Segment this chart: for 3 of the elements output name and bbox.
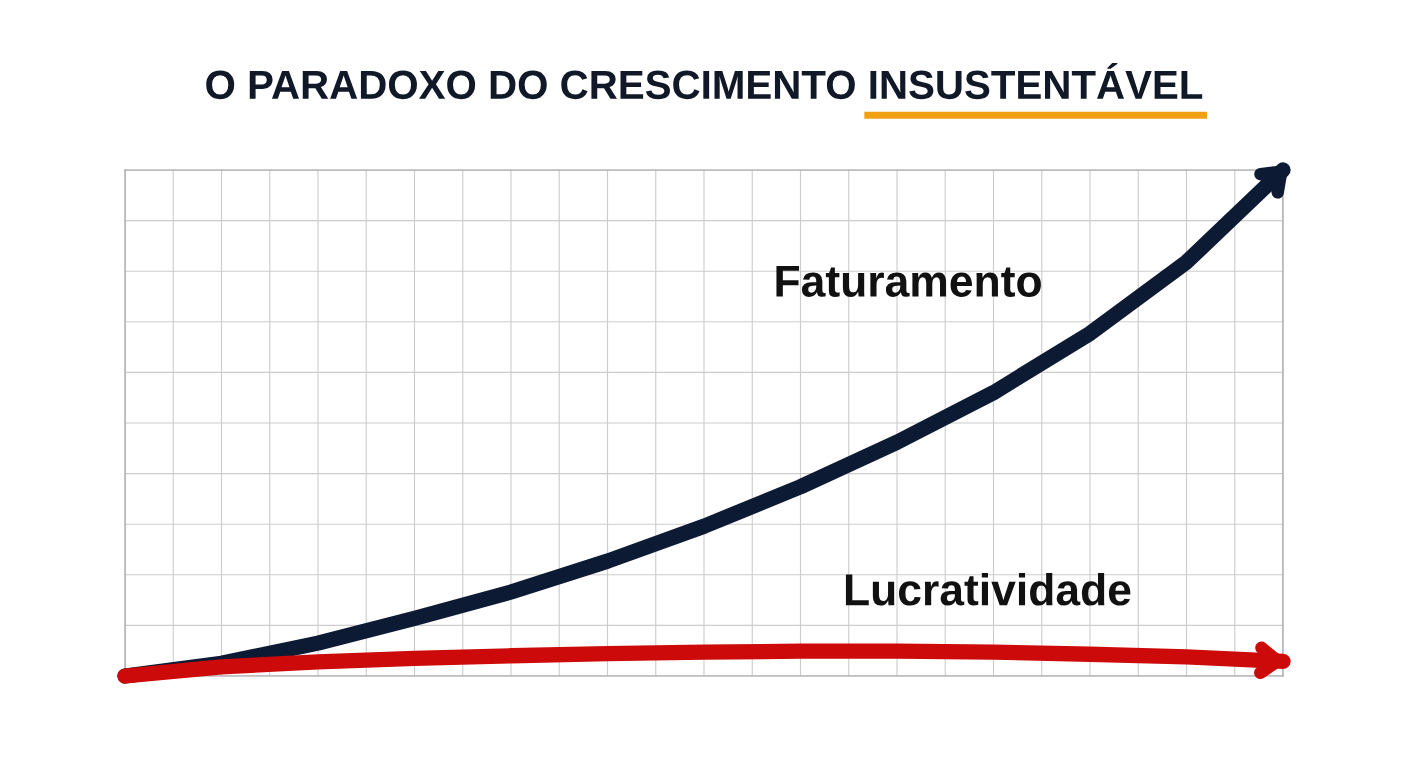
chart-title: O PARADOXO DO CRESCIMENTO INSUSTENTÁVEL [206, 63, 1203, 100]
series-label: Faturamento [776, 265, 1041, 297]
series-label: Lucratividade [845, 572, 1131, 606]
